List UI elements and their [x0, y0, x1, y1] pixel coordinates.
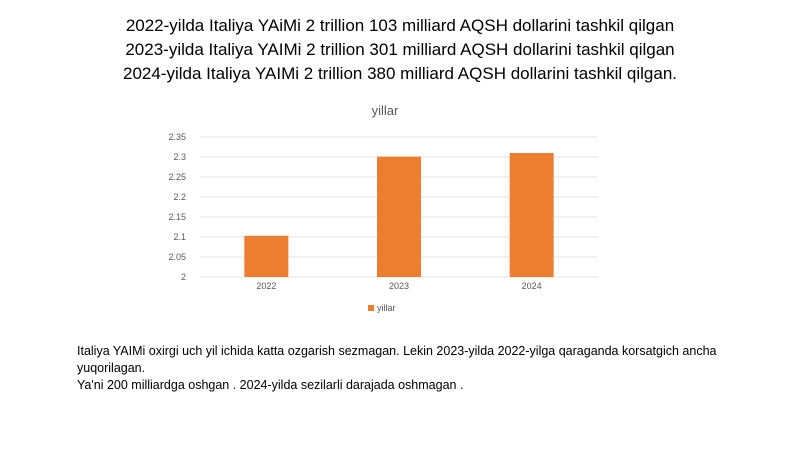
- y-tick-label: 2.2: [173, 192, 186, 202]
- x-tick-label: 2024: [522, 281, 542, 291]
- bars: [244, 153, 554, 277]
- headline-line-2023: 2023-yilda Italiya YAIMi 2 trillion 301 …: [125, 40, 675, 59]
- y-tick-label: 2.25: [168, 172, 186, 182]
- bar-2022: [244, 235, 289, 277]
- chart-svg: yillar 22.052.12.152.22.252.32.35 2022 20…: [168, 103, 598, 313]
- headline-line-2024: 2024-yilda Italiya YAIMi 2 trillion 380 …: [122, 64, 678, 83]
- y-tick-label: 2: [181, 272, 186, 282]
- body-paragraph-2: Ya'ni 200 milliardga oshgan . 2024-yilda…: [77, 378, 464, 392]
- y-tick-label: 2.3: [173, 152, 186, 162]
- y-tick-label: 2.15: [168, 212, 186, 222]
- y-tick-label: 2.35: [168, 132, 186, 142]
- chart-title: yillar: [372, 103, 399, 118]
- bar-2024: [509, 153, 554, 277]
- y-axis-ticks: 2 2.05 2.1 2.15 2.2 2.25 2.3 2.35: [168, 132, 186, 282]
- x-tick-label: 2023: [389, 281, 409, 291]
- y-tick-label: 2.1: [173, 232, 186, 242]
- headline: 2022-yilda Italiya YAiMi 2 trillion 103 …: [0, 14, 800, 86]
- x-axis-ticks: 2022 2023 2024: [256, 281, 541, 291]
- chart: yillar 2 2.05 2.1 2.15 2.2 2.25 2.3 2.35 2022 20…: [150, 95, 620, 325]
- bar-2023: [377, 156, 421, 277]
- y-tick-label: 2.05: [168, 252, 186, 262]
- body-text: Italiya YAIMi oxirgi uch yil ichida katt…: [77, 343, 717, 394]
- legend-swatch: [368, 305, 374, 311]
- legend: yillar: [368, 303, 396, 313]
- legend-label: yillar: [377, 303, 396, 313]
- headline-line-2022: 2022-yilda Italiya YAiMi 2 trillion 103 …: [125, 16, 675, 35]
- body-paragraph-1: Italiya YAIMi oxirgi uch yil ichida katt…: [77, 344, 717, 375]
- x-tick-label: 2022: [256, 281, 276, 291]
